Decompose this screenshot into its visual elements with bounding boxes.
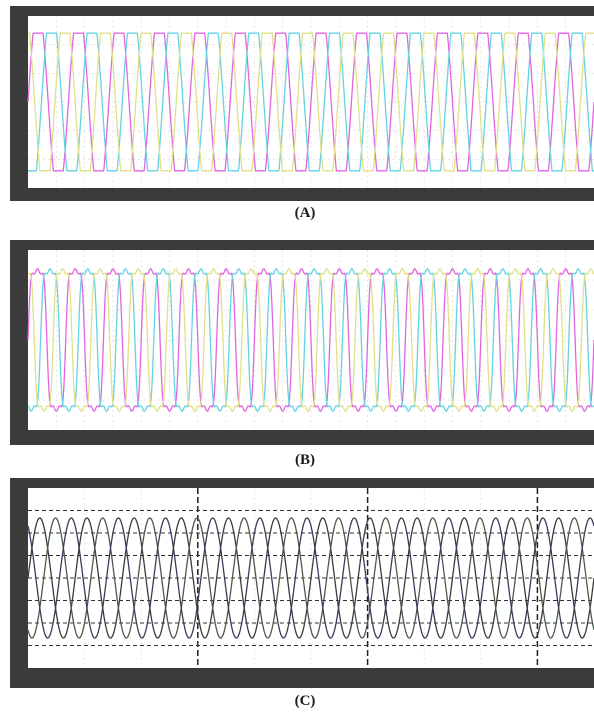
phase-2-line [28,32,594,172]
phase-1-line [27,517,594,639]
waveform-plot-c [27,488,594,668]
waveform-plot-b [27,250,594,430]
scope-panel-b [10,240,594,445]
scope-panel-c [10,478,594,688]
panel-label-c: (C) [294,693,316,709]
waveform-plot-a [27,16,594,188]
phase-3-line [27,268,594,412]
scope-panel-a [10,6,594,201]
phase-3-line [27,517,594,639]
phase-2-line [27,517,594,639]
phase-3-line [28,32,594,172]
panel-label-b: (B) [295,452,315,468]
phase-1-line [27,32,594,172]
phase-2-line [27,268,594,412]
phase-1-line [27,268,594,412]
panel-label-a: (A) [294,205,316,221]
